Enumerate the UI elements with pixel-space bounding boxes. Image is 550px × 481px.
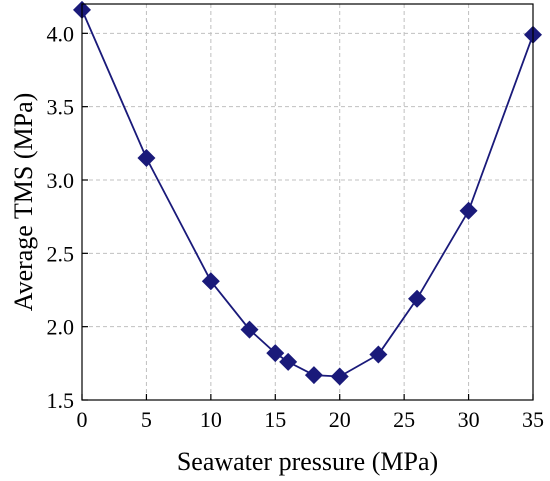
series-line bbox=[81, 9, 534, 378]
data-point-marker bbox=[408, 289, 427, 308]
series-group bbox=[73, 0, 542, 386]
x-tick-label: 30 bbox=[458, 407, 480, 432]
data-point-marker bbox=[369, 345, 388, 364]
y-tick-label: 3.0 bbox=[47, 168, 75, 193]
grid bbox=[82, 4, 533, 400]
x-tick-label: 25 bbox=[393, 407, 415, 432]
data-point-marker bbox=[330, 367, 349, 386]
data-point-marker bbox=[137, 149, 156, 167]
data-point-marker bbox=[201, 272, 220, 291]
data-point-marker bbox=[304, 366, 323, 385]
plot-frame bbox=[81, 3, 534, 401]
y-tick-label: 4.0 bbox=[47, 21, 75, 46]
x-tick-label: 0 bbox=[77, 407, 88, 432]
data-point-marker bbox=[459, 201, 478, 220]
ticks: 0 5 10 15 20 25 30 35 1.5 2.0 2.5 3.0 3.5 4.0 bbox=[47, 21, 545, 432]
data-point-marker bbox=[266, 344, 285, 363]
y-tick-label: 2.0 bbox=[47, 315, 75, 340]
y-tick-label: 1.5 bbox=[47, 388, 75, 413]
x-axis-title: Seawater pressure (MPa) bbox=[177, 447, 438, 476]
x-tick-label: 35 bbox=[522, 407, 544, 432]
x-tick-label: 5 bbox=[141, 407, 152, 432]
x-tick-label: 10 bbox=[200, 407, 222, 432]
y-tick-label: 3.5 bbox=[47, 95, 75, 120]
y-axis-title: Average TMS (MPa) bbox=[9, 93, 38, 312]
x-tick-label: 20 bbox=[329, 407, 351, 432]
x-tick-label: 15 bbox=[264, 407, 286, 432]
data-point-marker bbox=[279, 352, 298, 371]
y-tick-label: 2.5 bbox=[47, 241, 75, 266]
data-point-marker bbox=[240, 320, 259, 339]
